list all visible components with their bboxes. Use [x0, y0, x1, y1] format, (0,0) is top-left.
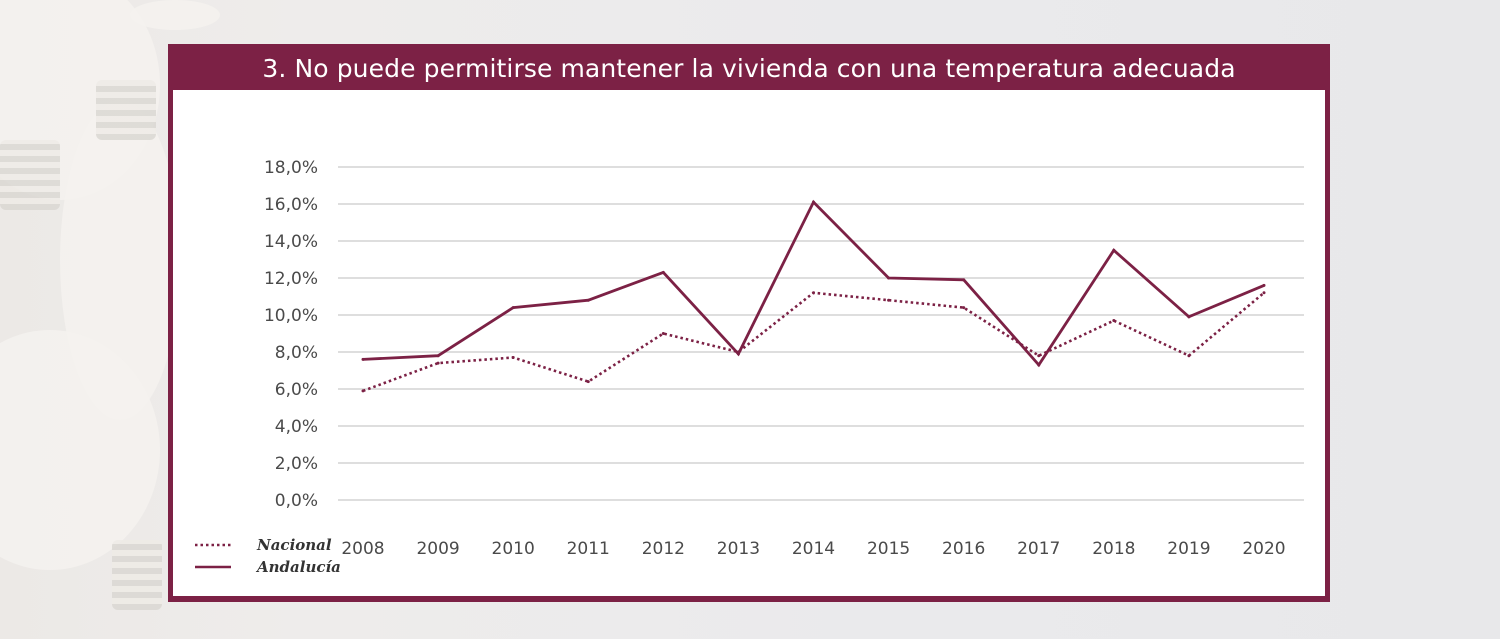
x-tick-label: 2018 [1092, 539, 1135, 559]
data-point [511, 356, 515, 360]
data-point [661, 270, 665, 274]
y-tick-label: 16,0% [264, 195, 318, 215]
y-tick-label: 4,0% [275, 417, 318, 437]
legend-label: Nacional [256, 536, 332, 554]
background-bulb-4 [130, 0, 220, 30]
data-point [361, 357, 365, 361]
y-tick-label: 18,0% [264, 158, 318, 178]
data-point [361, 389, 365, 393]
x-tick-label: 2017 [1017, 539, 1060, 559]
background-socket-1 [0, 140, 60, 210]
data-point [962, 306, 966, 310]
data-point [887, 276, 891, 280]
x-tick-label: 2013 [717, 539, 760, 559]
background-socket-2 [96, 80, 156, 140]
data-point [1187, 354, 1191, 358]
legend-label: Andalucía [255, 558, 341, 576]
data-point [661, 332, 665, 335]
data-point [436, 354, 440, 358]
data-point [1262, 291, 1266, 295]
y-tick-label: 2,0% [275, 454, 318, 474]
chart-card: 3. No puede permitirse mantener la vivie… [168, 44, 1330, 602]
y-tick-label: 0,0% [275, 491, 318, 511]
x-tick-label: 2015 [867, 539, 910, 559]
data-point [1037, 354, 1041, 358]
y-tick-label: 8,0% [275, 343, 318, 363]
data-point [511, 306, 515, 310]
y-tick-label: 12,0% [264, 269, 318, 289]
x-tick-label: 2011 [567, 539, 610, 559]
data-point [736, 352, 740, 356]
chart-title: 3. No puede permitirse mantener la vivie… [262, 54, 1236, 83]
data-point [812, 291, 815, 295]
data-point [1112, 248, 1116, 252]
data-point [1187, 315, 1191, 319]
data-point [1112, 319, 1116, 323]
data-point [586, 380, 590, 384]
data-point [1037, 363, 1041, 367]
y-tick-label: 10,0% [264, 306, 318, 326]
x-tick-label: 2019 [1167, 539, 1210, 559]
background-socket-3 [112, 540, 162, 610]
x-tick-label: 2009 [416, 539, 459, 559]
data-point [586, 298, 590, 302]
y-tick-label: 14,0% [264, 232, 318, 252]
y-tick-label: 6,0% [275, 380, 318, 400]
x-tick-label: 2014 [792, 539, 835, 559]
series-line-nacional [362, 291, 1265, 393]
x-tick-label: 2012 [642, 539, 685, 559]
data-point [962, 278, 966, 282]
x-tick-label: 2016 [942, 539, 985, 559]
data-point [1262, 283, 1266, 287]
x-tick-label: 2008 [341, 539, 384, 559]
series-line-andaluca [362, 199, 1265, 368]
line-chart: 0,0% 2,0% 4,0% 6,0% 8,0% 10,0% 12,0% 14,0% 16,0%… [195, 158, 1304, 576]
data-point [436, 361, 440, 365]
x-tick-label: 2020 [1242, 539, 1285, 559]
x-tick-label: 2010 [492, 539, 535, 559]
plot-area: 0,0% 2,0% 4,0% 6,0% 8,0% 10,0% 12,0% 14,0% 16,0%… [173, 90, 1325, 596]
data-point [812, 200, 815, 204]
data-point [887, 298, 891, 302]
